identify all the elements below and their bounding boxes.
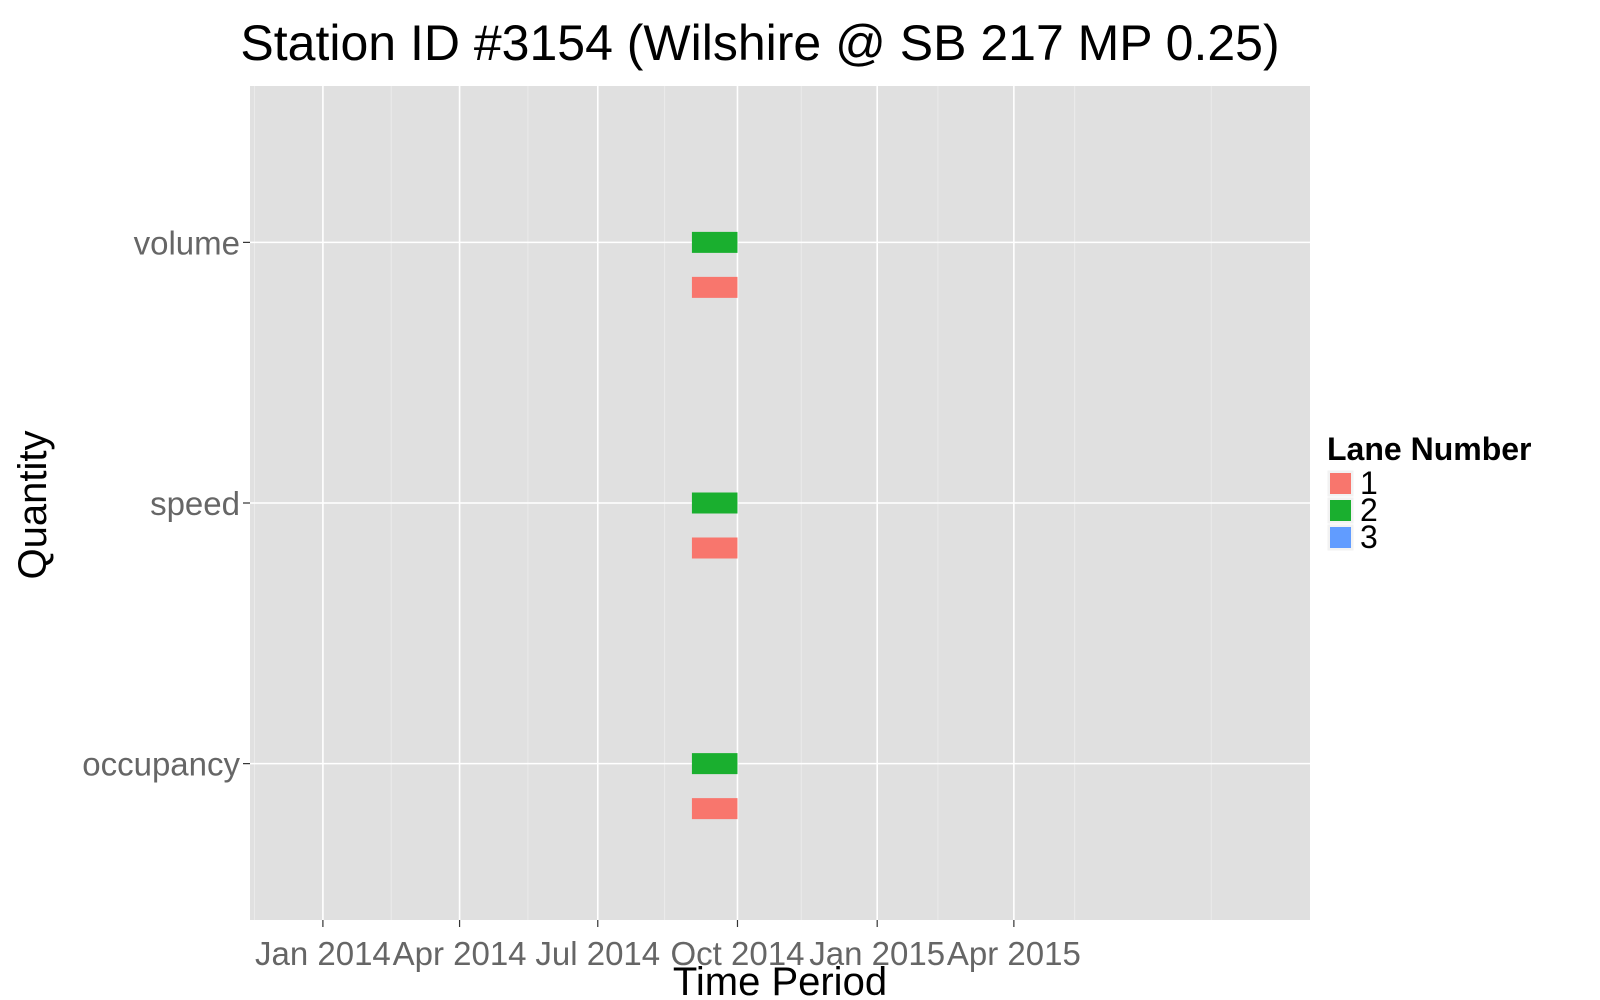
x-tick-label: Jan 2014: [255, 935, 391, 972]
bar-lane-2-speed: [691, 492, 738, 514]
bar-lane-1-volume: [691, 276, 738, 298]
x-tick-label: Jan 2015: [809, 935, 945, 972]
x-axis-title: Time Period: [673, 960, 887, 1000]
y-tick-label: occupancy: [82, 746, 240, 783]
y-tick-label: speed: [150, 485, 240, 522]
x-tick-label: Oct 2014: [671, 935, 805, 972]
x-axis: Jan 2014 Apr 2014 Jul 2014 Oct 2014 Jan 2015…: [255, 920, 1081, 972]
legend-items: 123: [1326, 465, 1378, 555]
legend-swatch-1: [1330, 473, 1351, 494]
bar-lane-1-speed: [691, 537, 738, 559]
y-axis-title: Quantity: [11, 431, 55, 580]
data-bars: [691, 231, 738, 820]
legend-title: Lane Number: [1327, 431, 1531, 467]
legend-swatch-2: [1330, 500, 1351, 521]
legend-label-1: 1: [1360, 465, 1378, 501]
x-tick-label: Apr 2014: [393, 935, 527, 972]
legend-label-3: 3: [1360, 519, 1378, 555]
major-gridlines: [250, 86, 1310, 920]
legend: Lane Number 123: [1326, 431, 1531, 555]
x-tick-label: Jul 2014: [535, 935, 660, 972]
bar-lane-1-occupancy: [691, 798, 738, 820]
chart-title: Station ID #3154 (Wilshire @ SB 217 MP 0…: [240, 15, 1279, 71]
bar-lane-2-occupancy: [691, 753, 738, 775]
y-tick-label: volume: [134, 224, 240, 261]
legend-swatch-3: [1330, 527, 1351, 548]
legend-label-2: 2: [1360, 492, 1378, 528]
y-axis: volume speed occupancy: [82, 224, 250, 783]
x-tick-label: Apr 2015: [947, 935, 1081, 972]
bar-lane-2-volume: [691, 231, 738, 253]
